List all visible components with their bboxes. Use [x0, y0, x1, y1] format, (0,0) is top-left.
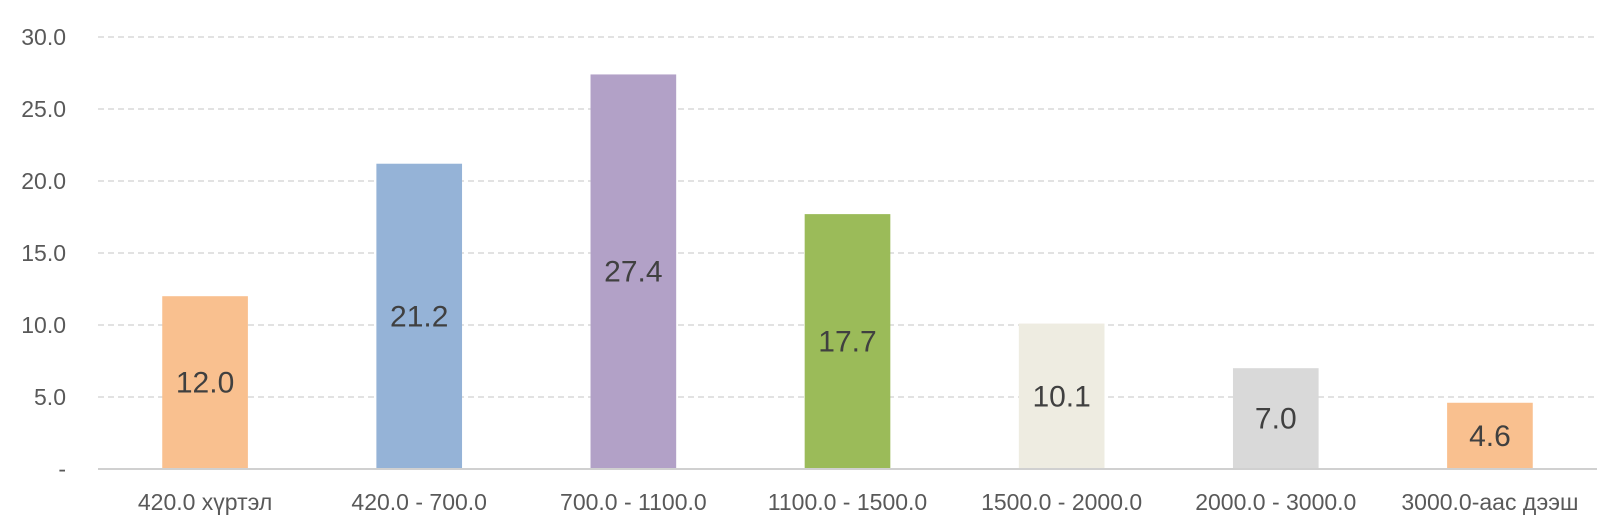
y-tick-label: 10.0 [21, 312, 66, 338]
y-tick-label: 20.0 [21, 168, 66, 194]
x-tick-label: 3000.0-аас дээш [1401, 489, 1578, 515]
y-tick-label: 15.0 [21, 240, 66, 266]
data-label: 10.1 [1032, 380, 1090, 413]
data-label: 4.6 [1469, 420, 1511, 453]
x-tick-label: 420.0 хүртэл [138, 489, 272, 515]
bar [1018, 323, 1105, 469]
bar [162, 296, 248, 469]
bars [162, 74, 1533, 469]
x-tick-label: 700.0 - 1100.0 [560, 489, 707, 515]
labels: - 5.0 10.0 15.0 20.0 25.0 30.0 12.0 420.0 хүртэл… [21, 24, 1578, 515]
y-tick-label: 30.0 [21, 24, 66, 50]
x-tick-label: 1100.0 - 1500.0 [768, 489, 927, 515]
y-tick-label: 5.0 [34, 384, 66, 410]
y-tick-label: 25.0 [21, 96, 66, 122]
x-tick-label: 1500.0 - 2000.0 [981, 489, 1142, 515]
bar [1232, 368, 1319, 469]
bar [804, 214, 891, 469]
bar [1447, 402, 1533, 469]
data-label: 17.7 [818, 326, 876, 359]
data-label: 12.0 [176, 367, 234, 400]
bar [376, 163, 463, 469]
data-label: 21.2 [390, 300, 448, 333]
data-label: 27.4 [604, 256, 662, 289]
x-tick-label: 420.0 - 700.0 [351, 489, 487, 515]
x-tick-label: 2000.0 - 3000.0 [1195, 489, 1356, 515]
bar [590, 74, 677, 469]
y-tick-label: - [58, 456, 66, 482]
data-label: 7.0 [1255, 403, 1297, 436]
